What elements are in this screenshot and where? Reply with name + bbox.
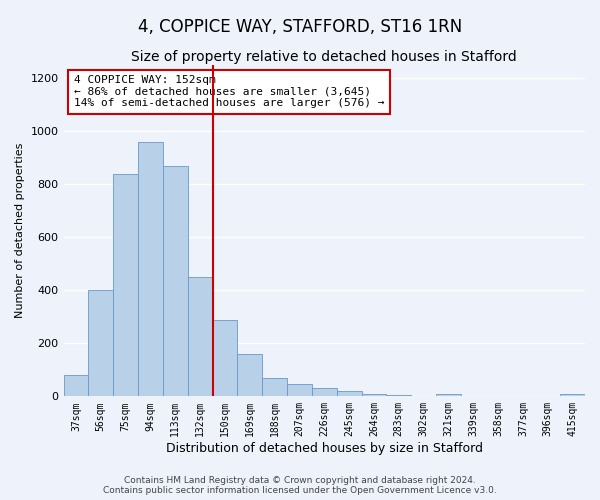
Y-axis label: Number of detached properties: Number of detached properties [15, 143, 25, 318]
Bar [560, 394, 585, 396]
Title: Size of property relative to detached houses in Stafford: Size of property relative to detached ho… [131, 50, 517, 64]
Bar [64, 375, 88, 396]
Bar [238, 354, 262, 397]
Bar [436, 394, 461, 396]
Text: Contains HM Land Registry data © Crown copyright and database right 2024.
Contai: Contains HM Land Registry data © Crown c… [103, 476, 497, 495]
Bar [113, 174, 138, 396]
Bar [188, 277, 212, 396]
Bar [88, 290, 113, 397]
Bar [337, 391, 362, 396]
Bar [287, 384, 312, 396]
Bar [138, 142, 163, 397]
Text: 4 COPPICE WAY: 152sqm
← 86% of detached houses are smaller (3,645)
14% of semi-d: 4 COPPICE WAY: 152sqm ← 86% of detached … [74, 75, 385, 108]
Bar [163, 166, 188, 396]
Bar [386, 395, 411, 396]
Bar [312, 388, 337, 396]
Bar [262, 378, 287, 396]
Text: 4, COPPICE WAY, STAFFORD, ST16 1RN: 4, COPPICE WAY, STAFFORD, ST16 1RN [138, 18, 462, 36]
Bar [362, 394, 386, 396]
X-axis label: Distribution of detached houses by size in Stafford: Distribution of detached houses by size … [166, 442, 483, 455]
Bar [212, 320, 238, 396]
